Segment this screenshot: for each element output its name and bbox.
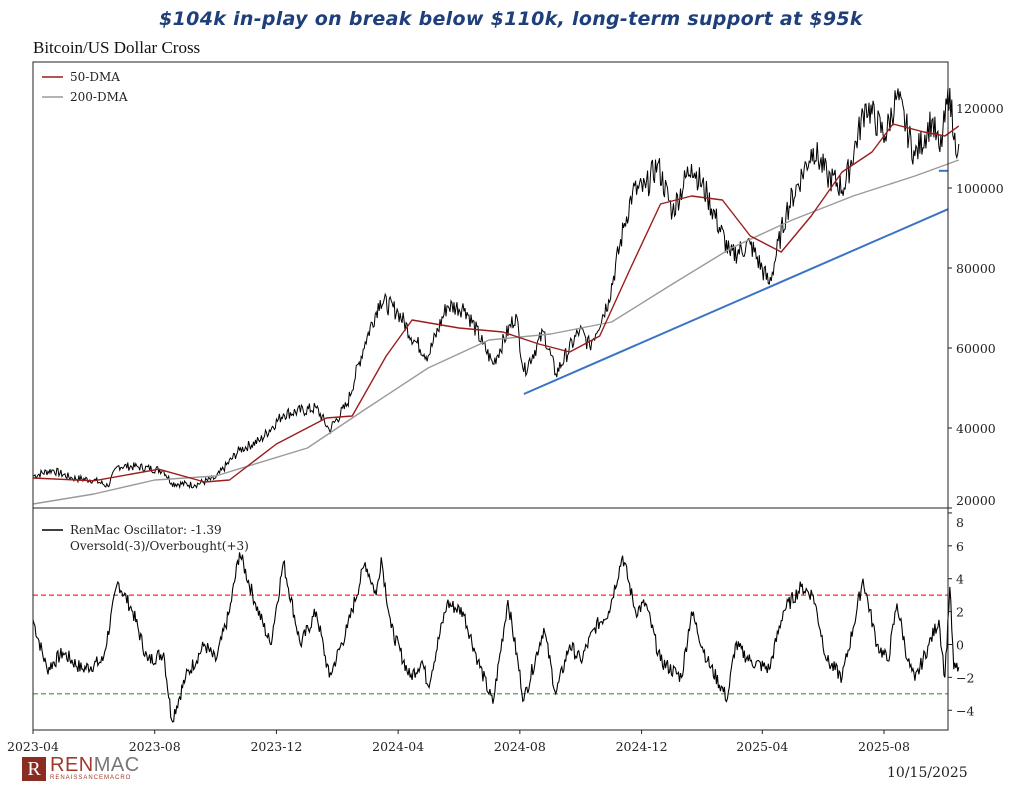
oscillator-ytick-label: 6	[956, 539, 964, 554]
oscillator-ytick-label: 8	[956, 515, 964, 530]
trendline-support-line	[523, 208, 949, 395]
legend-label-200dma: 200-DMA	[70, 90, 128, 104]
logo-ren: REN	[50, 754, 94, 776]
price-series-line	[32, 87, 960, 490]
xtick-label: 2023-04	[7, 739, 59, 754]
logo-mark: R	[22, 756, 46, 781]
price-ytick-label: 120000	[956, 101, 1004, 116]
price-ytick-label: 40000	[956, 421, 996, 436]
oscillator-ytick-label: 2	[956, 605, 964, 620]
price-panel-frame	[32, 61, 949, 509]
xtick-label: 2024-08	[494, 739, 546, 754]
oscillator-panel-frame	[32, 507, 949, 731]
chart-title: Bitcoin/US Dollar Cross	[33, 38, 201, 57]
chart-headline: $104k in-play on break below $110k, long…	[159, 8, 863, 30]
oscillator-series-line	[32, 552, 960, 723]
price-ytick-label: 100000	[956, 181, 1004, 196]
logo-mac: MAC	[93, 754, 140, 776]
xtick-label: 2023-12	[250, 739, 302, 754]
xtick-label: 2023-08	[129, 739, 181, 754]
price-panel	[32, 87, 960, 505]
xtick-label: 2024-12	[616, 739, 668, 754]
oscillator-ytick-label: −4	[956, 703, 974, 718]
legend-label-oscillator: RenMac Oscillator: -1.39	[70, 523, 222, 537]
price-legend: 50-DMA 200-DMA	[42, 70, 128, 104]
oscillator-panel	[32, 552, 960, 723]
oscillator-ytick-label: −2	[956, 670, 974, 685]
oscillator-ytick-label: 4	[956, 572, 964, 587]
renmac-logo: R RENMAC RENAISSANCEMACRO	[22, 754, 140, 781]
legend-label-50dma: 50-DMA	[70, 70, 120, 84]
dma50-series-line	[32, 123, 960, 483]
logo-tagline: RENAISSANCEMACRO	[50, 775, 132, 781]
xtick-label: 2024-04	[372, 739, 424, 754]
price-ytick-label: 20000	[956, 493, 996, 508]
price-ytick-label: 80000	[956, 261, 996, 276]
xtick-label: 2025-04	[736, 739, 788, 754]
price-ytick-label: 60000	[956, 341, 996, 356]
xtick-label: 2025-08	[858, 739, 910, 754]
oscillator-legend: RenMac Oscillator: -1.39 Oversold(-3)/Ov…	[42, 523, 249, 553]
axes: 120000 100000 80000 60000 40000 20000 8 6 4 2 0 −2 −…	[7, 61, 1004, 754]
legend-label-thresholds: Oversold(-3)/Overbought(+3)	[70, 539, 249, 553]
date-stamp: 10/15/2025	[887, 765, 968, 781]
oscillator-ytick-label: 0	[956, 637, 964, 652]
